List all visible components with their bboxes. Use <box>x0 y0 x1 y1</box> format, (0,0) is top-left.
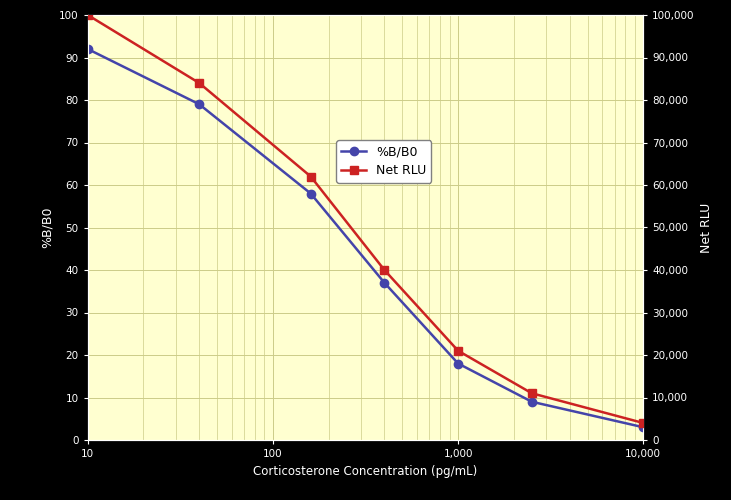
Line: Net RLU: Net RLU <box>83 11 648 427</box>
%B/B0 <box>83 46 92 52</box>
Net RLU <box>454 348 463 354</box>
Net RLU <box>380 267 389 273</box>
Net RLU <box>527 390 536 396</box>
%B/B0 <box>639 424 648 430</box>
Net RLU <box>195 80 204 86</box>
Net RLU <box>83 12 92 18</box>
%B/B0 <box>527 399 536 405</box>
%B/B0 <box>380 280 389 286</box>
%B/B0 <box>195 101 204 107</box>
Y-axis label: %B/B0: %B/B0 <box>40 207 53 248</box>
%B/B0 <box>454 360 463 366</box>
Line: %B/B0: %B/B0 <box>83 45 648 432</box>
Net RLU <box>306 174 315 180</box>
Net RLU <box>639 420 648 426</box>
Legend: %B/B0, Net RLU: %B/B0, Net RLU <box>336 140 431 182</box>
Y-axis label: Net RLU: Net RLU <box>700 202 713 252</box>
%B/B0 <box>306 190 315 196</box>
X-axis label: Corticosterone Concentration (pg/mL): Corticosterone Concentration (pg/mL) <box>254 464 477 477</box>
